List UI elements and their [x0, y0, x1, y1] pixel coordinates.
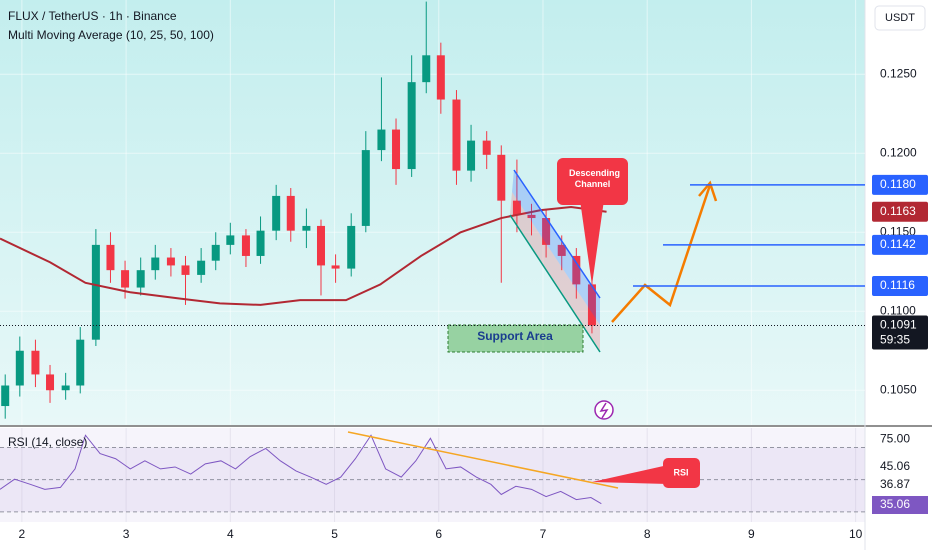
moving-average [0, 205, 607, 306]
candle-body [121, 270, 130, 288]
countdown: 59:35 [880, 333, 910, 347]
rsi-trendline [347, 431, 619, 489]
last-price-box [872, 315, 928, 350]
callout-text-box: Descending Channel [569, 168, 621, 189]
currency-button[interactable] [874, 5, 926, 31]
candle-body [91, 244, 100, 340]
candle-body [497, 154, 506, 201]
candle-body [407, 82, 416, 170]
marks [0, 0, 865, 522]
y-tick-label: 0.1250 [880, 66, 917, 80]
event-bolt [599, 402, 609, 419]
level-box [872, 174, 928, 195]
callout-box [557, 158, 628, 205]
x-tick-label: 2 [19, 527, 26, 541]
candle-body [76, 339, 85, 386]
candle-body [587, 284, 596, 326]
candle-body [272, 195, 281, 231]
candle-body [15, 350, 24, 386]
ma-label: 0.1163 [880, 204, 916, 218]
callout-pointer [580, 200, 604, 285]
x-tick-label: 10 [849, 527, 863, 541]
level-label: 0.1180 [880, 177, 916, 191]
rsi-readout: 45.06 [880, 459, 910, 473]
candle-body [61, 385, 70, 391]
candle-body [392, 129, 401, 170]
y-tick-label: 0.1050 [880, 382, 917, 396]
rsi-tick-label: 75.00 [880, 432, 910, 446]
x-tick-label: 9 [748, 527, 755, 541]
support-box [447, 324, 584, 353]
level-label: 0.1142 [880, 237, 916, 251]
candle-body [241, 235, 250, 256]
candle-body [106, 244, 115, 271]
channel-lower [510, 192, 600, 352]
rsi-pane [0, 428, 865, 522]
currency-label[interactable]: USDT [885, 12, 915, 24]
x-tick-label: 6 [435, 527, 442, 541]
arrow-head [698, 180, 718, 202]
rsi-readout: 36.87 [880, 477, 910, 491]
candle-body [211, 244, 220, 261]
candle-body [436, 55, 445, 100]
x-tick-label: 3 [123, 527, 130, 541]
candle-body [256, 230, 265, 256]
candle-body [557, 244, 566, 256]
candle-body [166, 257, 175, 266]
x-tick-label: 7 [540, 527, 547, 541]
indicator-label: Multi Moving Average (10, 25, 50, 100) [8, 28, 214, 42]
ma-box [872, 201, 928, 222]
rsi-callout-box [663, 458, 700, 488]
rsi-line [0, 434, 602, 505]
rsi-callout-pointer [592, 465, 668, 484]
y-tick-label: 0.1100 [880, 303, 916, 317]
last-price-label: 0.1091 [880, 318, 917, 332]
candle-body [1, 385, 10, 407]
candle-body [226, 235, 235, 245]
candle-body [512, 200, 521, 215]
x-tick-label: 8 [644, 527, 651, 541]
candle-body [361, 150, 370, 226]
candle-body [331, 265, 340, 269]
rsi-callout-label: RSI [673, 467, 688, 477]
candle-body [572, 255, 581, 285]
x-tick-label: 4 [227, 527, 234, 541]
price-pane [0, 0, 865, 425]
rsi-readout: 35.06 [880, 497, 910, 511]
rsi-title: RSI (14, close) [8, 435, 87, 449]
chart-title: FLUX / TetherUS · 1h · Binance [8, 9, 177, 23]
channel-upper [512, 170, 600, 325]
candle-body [347, 225, 356, 269]
channel-label: Descending Channel [569, 168, 621, 189]
channel-top [513, 169, 601, 299]
candle-body [181, 265, 190, 275]
candle-body [31, 350, 40, 375]
support-label: Support Area [477, 329, 553, 343]
candle-body [316, 225, 325, 266]
candle-body [197, 260, 206, 275]
channel-bottom [509, 214, 601, 353]
candle-body [302, 225, 311, 231]
candle-body [377, 129, 386, 151]
candle-body [136, 270, 145, 288]
level-box [872, 275, 928, 296]
candle-body [482, 140, 491, 155]
candle-body [46, 374, 55, 391]
level-label: 0.1116 [880, 278, 915, 292]
rsi-band-fill [0, 447, 865, 512]
candle-body [286, 195, 295, 231]
y-tick-label: 0.1200 [880, 145, 917, 159]
rsi-readout-box [872, 496, 928, 514]
candle-body [452, 99, 461, 171]
candle-body [422, 55, 431, 83]
level-box [872, 234, 928, 255]
candle-body [542, 218, 551, 245]
candle-body [527, 214, 536, 219]
x-tick-label: 5 [331, 527, 338, 541]
candle-body [467, 140, 476, 171]
candle-body [151, 257, 160, 271]
